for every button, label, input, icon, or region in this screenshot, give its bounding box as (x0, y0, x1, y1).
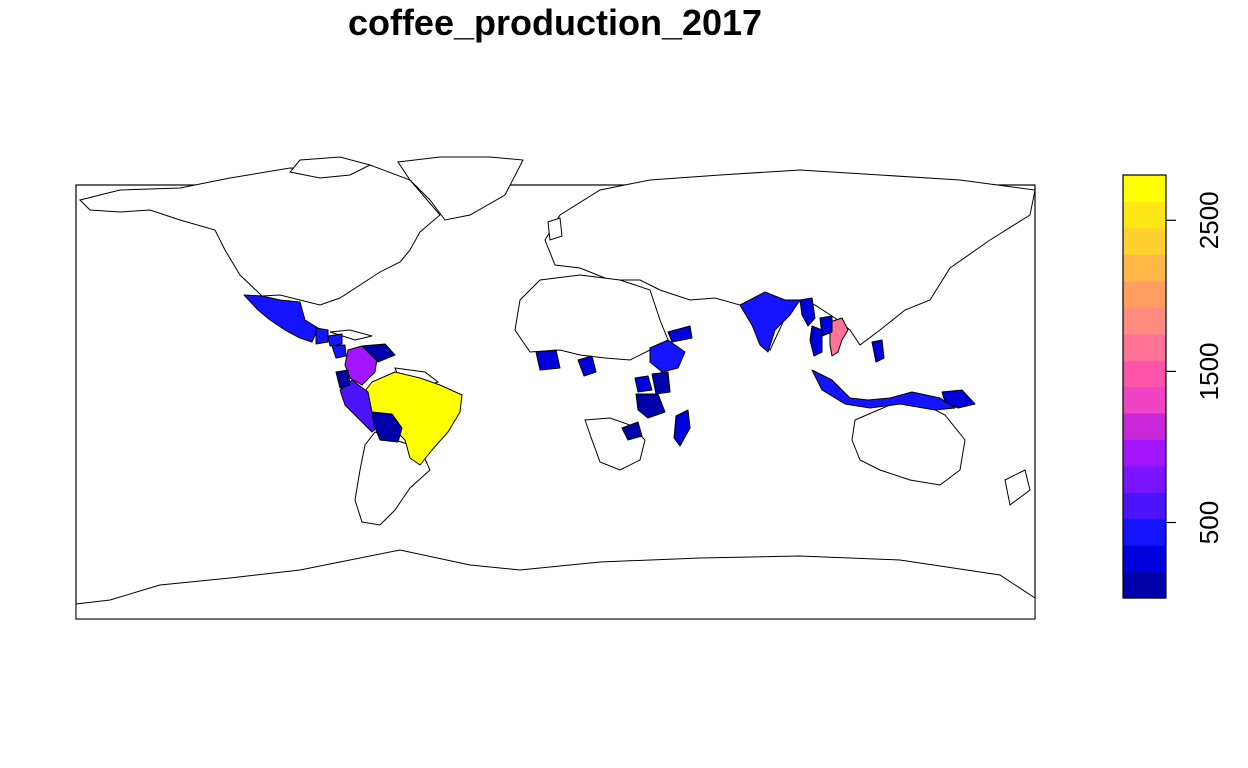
country-bolivia (371, 411, 403, 443)
color-bar-segment (1123, 360, 1166, 388)
color-bar-segment (1123, 545, 1166, 573)
country-kenya (651, 371, 671, 395)
country-honduras (327, 333, 343, 347)
color-bar-tick-label: 1500 (1194, 342, 1224, 400)
country-tanzania (635, 393, 666, 419)
country-mexico (243, 294, 319, 343)
country-vietnam (829, 317, 849, 357)
color-bar-segment (1123, 280, 1166, 308)
color-bar-segment (1123, 492, 1166, 520)
color-bar-segment (1123, 201, 1166, 229)
country-myanmar (799, 297, 816, 327)
country-antarctica (75, 549, 1036, 620)
color-bar-segment (1123, 254, 1166, 282)
country-ecuador (335, 369, 351, 389)
color-bar-segment (1123, 439, 1166, 467)
country-uganda (634, 375, 653, 393)
country-madagascar (673, 409, 691, 447)
color-bar-segment (1123, 571, 1166, 599)
country-north-america (79, 164, 441, 306)
coffee-producing-countries (243, 291, 976, 466)
country-greenland (397, 156, 524, 221)
color-bar-segment (1123, 412, 1166, 440)
country-cuba (329, 329, 373, 341)
country-zambia-malawi (621, 421, 643, 441)
color-bar-border (1122, 174, 1167, 599)
country-arctic-islands (289, 156, 372, 179)
country-india (739, 291, 801, 353)
country-indonesia (811, 369, 956, 411)
color-bar-segment (1123, 333, 1166, 361)
color-bar (1123, 175, 1166, 599)
country-philippines (871, 339, 885, 363)
country-thailand (809, 325, 823, 357)
country-cote-d-ivoire (535, 349, 561, 371)
color-legend: 500 1500 2500 (1122, 174, 1224, 599)
country-uk (547, 217, 563, 241)
color-bar-segment (1123, 307, 1166, 335)
color-bar-ticks: 500 1500 2500 (1166, 191, 1224, 544)
country-ethiopia (649, 339, 686, 373)
country-eurasia (544, 169, 1036, 351)
country-cameroon (577, 355, 597, 377)
country-north-africa (514, 274, 671, 361)
country-new-zealand (1004, 469, 1031, 506)
color-bar-segment (1123, 227, 1166, 255)
country-australia (851, 401, 966, 486)
color-bar-segment (1123, 518, 1166, 546)
color-bar-segment (1123, 386, 1166, 414)
color-bar-segment (1123, 465, 1166, 493)
country-nicaragua (331, 344, 347, 359)
color-bar-tick-label: 500 (1194, 501, 1224, 544)
color-bar-segment (1123, 175, 1166, 203)
no-data-countries (75, 156, 1036, 620)
map-title: coffee_production_2017 (347, 2, 763, 43)
country-papua-new-guinea (941, 389, 976, 409)
color-bar-tick-label: 2500 (1194, 191, 1224, 249)
country-guatemala (315, 327, 329, 345)
country-yemen (667, 325, 693, 343)
country-venezuela (361, 343, 396, 363)
